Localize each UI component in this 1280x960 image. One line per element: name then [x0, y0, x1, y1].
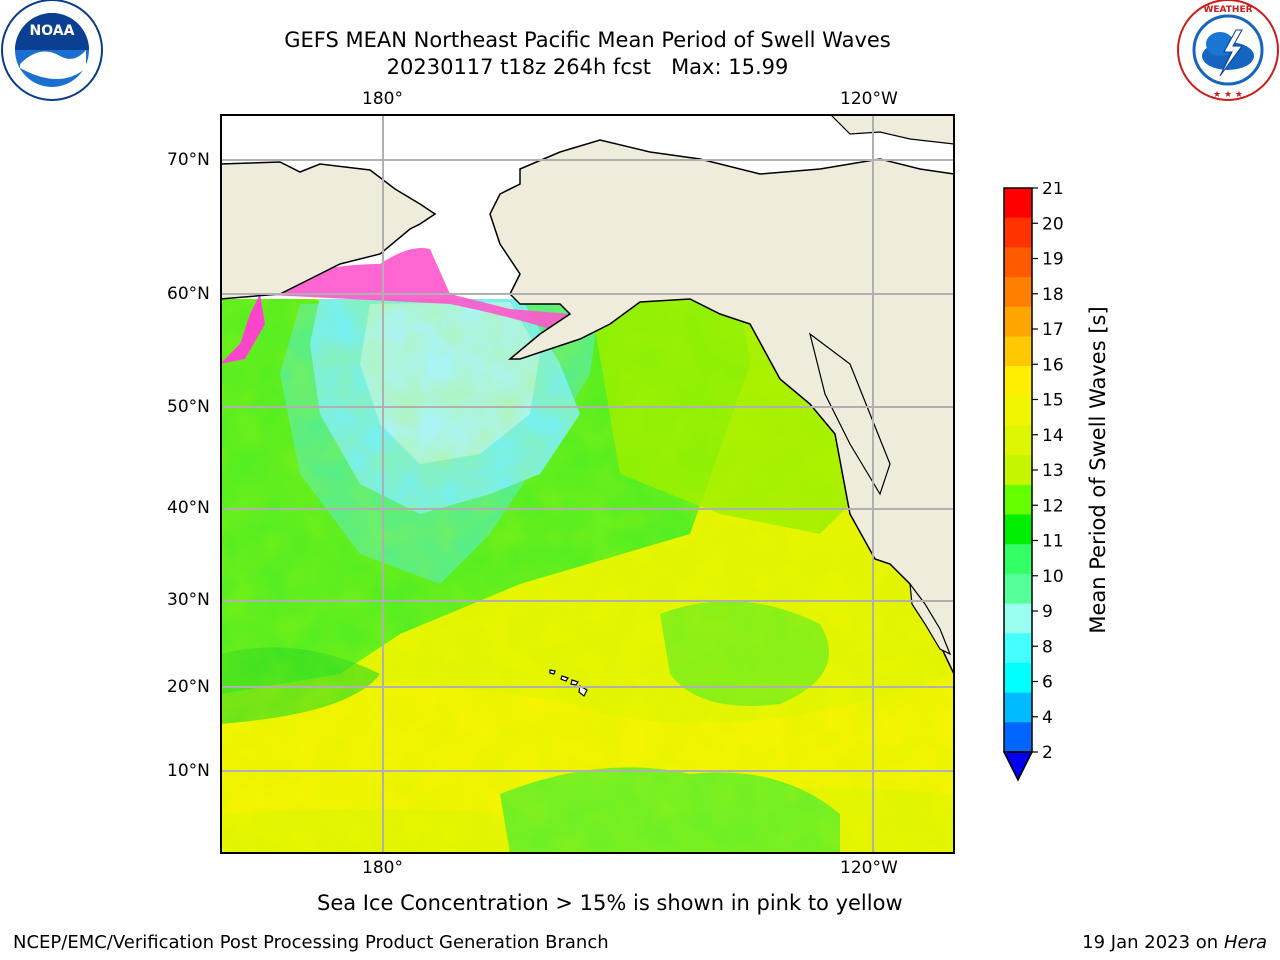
colorbar-tick-label: 18: [1042, 285, 1064, 305]
colorbar-segment: [1004, 514, 1032, 545]
graticule: [220, 114, 954, 853]
lat-label-40n: 40°N: [167, 498, 210, 518]
lon-label-bottom-120w: 120°W: [840, 858, 898, 878]
colorbar-segment: [1004, 455, 1032, 486]
colorbar-tick-label: 6: [1042, 673, 1053, 693]
lon-label-top-180: 180°: [362, 89, 403, 109]
colorbar-tick-label: 8: [1042, 637, 1053, 657]
colorbar-segment: [1004, 633, 1032, 664]
lat-label-70n: 70°N: [167, 150, 210, 170]
colorbar: 21 20 19 18 17 16 15 14 13 12 11 10 9 8 6 4 2: [1002, 182, 1064, 782]
lat-label-60n: 60°N: [167, 284, 210, 304]
colorbar-label: Mean Period of Swell Waves [s]: [1086, 306, 1110, 634]
map-subtitle: 20230117 t18z 264h fcst Max: 15.99: [386, 55, 789, 79]
colorbar-tick-label: 21: [1042, 182, 1064, 199]
colorbar-tick-label: 13: [1042, 461, 1064, 481]
colorbar-tick-label: 12: [1042, 496, 1064, 516]
colorbar-tick-label: 16: [1042, 355, 1064, 375]
footer-host: Hera: [1223, 932, 1267, 953]
land-siberia: [220, 161, 437, 300]
lon-label-bottom-180: 180°: [362, 858, 403, 878]
colorbar-segment: [1004, 692, 1032, 723]
colorbar-segment: [1004, 573, 1032, 605]
colorbar-segment: [1004, 217, 1032, 248]
colorbar-segment: [1004, 544, 1032, 575]
colorbar-segment: [1004, 277, 1032, 308]
lat-label-20n: 20°N: [167, 677, 210, 697]
footer-credit: NCEP/EMC/Verification Post Processing Pr…: [13, 932, 609, 953]
colorbar-segment: [1004, 662, 1032, 694]
hawaii-islands: [549, 669, 588, 697]
lon-label-top-120w: 120°W: [840, 89, 898, 109]
colorbar-segment: [1004, 336, 1032, 367]
colorbar-segment: [1004, 425, 1032, 456]
sea-ice-caption: Sea Ice Concentration > 15% is shown in …: [317, 891, 903, 915]
swell-period-map: [220, 114, 955, 854]
noaa-logo: NOAA: [1, 0, 103, 101]
colorbar-tick-label: 11: [1042, 532, 1064, 552]
blank-east-notch: [809, 332, 891, 496]
land-alaska-canada: [489, 139, 954, 675]
lat-label-10n: 10°N: [167, 761, 210, 781]
lat-label-30n: 30°N: [167, 590, 210, 610]
colorbar-tick-label: 17: [1042, 320, 1064, 340]
colorbar-tick-label: 14: [1042, 426, 1064, 446]
colorbar-tick-label: 10: [1042, 567, 1064, 587]
map-frame: [220, 114, 955, 854]
colorbar-tick-label: 9: [1042, 602, 1053, 622]
colorbar-tick-label: 2: [1042, 743, 1053, 763]
colorbar-tick-label: 4: [1042, 708, 1053, 728]
colorbar-tick-label: 15: [1042, 391, 1064, 411]
footer-date-text: 19 Jan 2023 on: [1082, 932, 1224, 953]
colorbar-segment: [1004, 306, 1032, 337]
colorbar-tick-label: 20: [1042, 214, 1064, 234]
svg-text:★ ★ ★: ★ ★ ★: [1213, 90, 1243, 100]
colorbar-segment: [1004, 188, 1032, 219]
colorbar-segment: [1004, 366, 1032, 397]
lat-label-50n: 50°N: [167, 397, 210, 417]
svg-text:WEATHER: WEATHER: [1203, 5, 1252, 15]
footer-date: 19 Jan 2023 on Hera: [1082, 932, 1267, 953]
nws-logo: WEATHER ★ ★ ★: [1177, 0, 1279, 101]
colorbar-extend-arrow: [1002, 751, 1034, 782]
colorbar-segment: [1004, 395, 1032, 426]
colorbar-tick-label: 19: [1042, 250, 1064, 270]
colorbar-segment: [1004, 484, 1032, 516]
colorbar-segment: [1004, 722, 1032, 753]
land-arctic-islands: [829, 114, 954, 145]
colorbar-segment: [1004, 247, 1032, 278]
svg-text:NOAA: NOAA: [30, 23, 75, 39]
sea-ice-west-edge: [220, 294, 265, 364]
map-title: GEFS MEAN Northeast Pacific Mean Period …: [284, 28, 891, 52]
colorbar-segment: [1004, 603, 1032, 634]
